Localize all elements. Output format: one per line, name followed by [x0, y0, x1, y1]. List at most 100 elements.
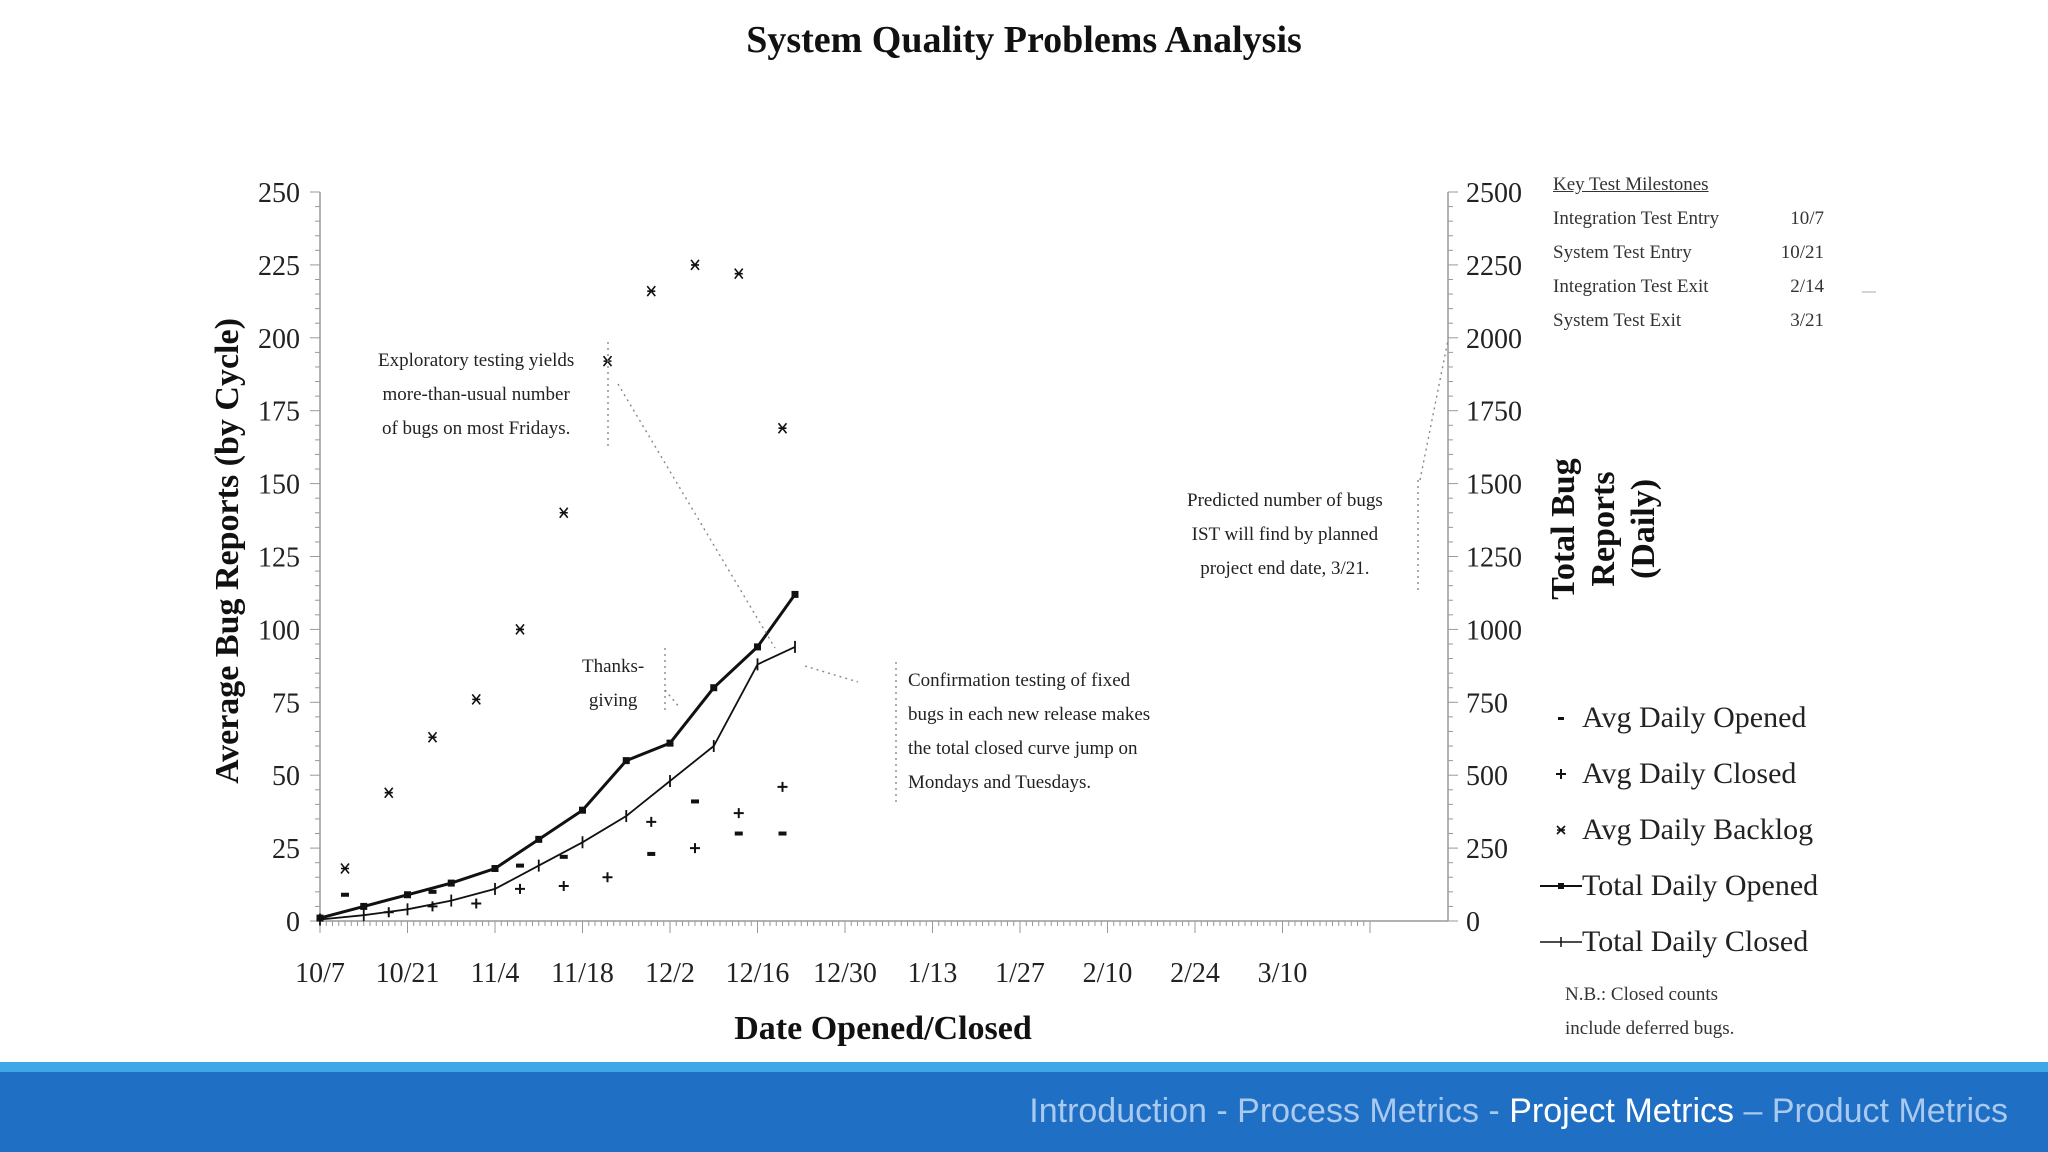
avg-daily-backlog-point: [777, 422, 788, 434]
key-test-milestones: Key Test Milestones Integration Test Ent…: [1553, 168, 1824, 338]
legend: Avg Daily Opened Avg Daily Closed Avg Da…: [1540, 690, 1818, 970]
annotation-exploratory: Exploratory testing yields more-than-usu…: [378, 350, 575, 439]
annotation-thanksgiving: Thanks- giving: [582, 656, 645, 711]
legend-item: Total Daily Closed: [1540, 914, 1818, 970]
x-tick-label: 12/2: [645, 958, 695, 989]
milestone-name: Integration Test Entry: [1553, 208, 1720, 229]
milestone-name: System Test Entry: [1553, 242, 1692, 263]
avg-daily-opened-point: [734, 831, 743, 836]
y-axis-right-title: Total Bug Reports (Daily): [1545, 458, 1662, 600]
y-left-tick-label: 175: [258, 397, 300, 428]
y-left-tick-label: 125: [258, 543, 300, 574]
milestone-row: Integration Test Exit 2/14: [1553, 270, 1824, 304]
total-daily-opened-point: [360, 902, 368, 910]
avg-daily-opened-point: [516, 863, 524, 868]
annotation-leader-line: [664, 689, 681, 709]
avg-daily-backlog-point: [427, 731, 438, 743]
x-tick-label: 11/4: [471, 958, 520, 989]
milestone-date: 3/21: [1790, 310, 1824, 331]
avg-daily-closed-point: [602, 872, 613, 883]
x-tick-label: 10/21: [376, 958, 440, 989]
milestone-name: Integration Test Exit: [1553, 276, 1709, 297]
total-daily-opened-point: [666, 739, 674, 747]
x-tick-label: 12/16: [726, 958, 790, 989]
milestone-row: System Test Exit 3/21: [1553, 304, 1824, 338]
milestone-date: 10/21: [1780, 242, 1824, 263]
total-daily-opened-point: [791, 590, 799, 598]
avg-daily-opened-point: [647, 851, 656, 856]
y-left-tick-label: 200: [258, 324, 300, 355]
milestone-date: 10/7: [1790, 208, 1824, 229]
avg-daily-closed-point: [733, 808, 744, 819]
series-line-total-daily-closed: [319, 646, 796, 921]
footer-accent-line: [0, 1062, 2048, 1072]
total-daily-opened-point: [404, 891, 411, 899]
footer-navigation: Introduction - Process Metrics - Project…: [1029, 1092, 2008, 1131]
annotation-confirmation: Confirmation testing of fixed bugs in ea…: [908, 670, 1151, 793]
y-left-tick-label: 250: [258, 178, 300, 209]
total-daily-opened-point: [491, 865, 499, 873]
total-daily-opened-point: [447, 879, 455, 887]
legend-dash-marker-icon: [1540, 708, 1582, 728]
y-right-tick-label: 750: [1466, 688, 1508, 719]
legend-item: Avg Daily Backlog: [1540, 802, 1818, 858]
y-left-tick-label: 225: [258, 251, 300, 282]
avg-daily-closed-point: [558, 881, 569, 892]
x-tick-label: 2/10: [1083, 958, 1133, 989]
y-left-tick-label: 100: [258, 615, 300, 646]
x-tick-label: 1/13: [908, 958, 958, 989]
legend-line-dot-marker-icon: [1540, 876, 1582, 896]
legend-plus-marker-icon: [1540, 764, 1582, 784]
avg-daily-backlog-point: [471, 693, 481, 705]
y-left-tick-label: 50: [272, 761, 300, 792]
milestone-row: System Test Entry 10/21: [1553, 236, 1824, 270]
avg-daily-closed-point: [646, 816, 657, 827]
avg-daily-backlog-point: [515, 623, 525, 635]
total-daily-opened-point: [622, 757, 630, 765]
avg-daily-backlog-point: [340, 863, 350, 875]
avg-daily-closed-point: [777, 781, 788, 792]
legend-item: Avg Daily Opened: [1540, 690, 1818, 746]
avg-daily-backlog-point: [384, 787, 394, 799]
milestone-row: Integration Test Entry 10/7: [1553, 202, 1824, 236]
footer-nav-item: – Product Metrics: [1734, 1092, 2008, 1130]
avg-daily-backlog-point: [646, 285, 656, 297]
avg-daily-opened-point: [428, 889, 437, 894]
total-daily-opened-point: [535, 835, 543, 843]
annotation-leader-line: [1419, 339, 1449, 481]
y-left-tick-label: 25: [272, 834, 300, 865]
annotation-leader-line: [804, 665, 859, 683]
legend-x-marker-icon: [1540, 820, 1582, 840]
x-tick-label: 12/30: [813, 958, 877, 989]
x-tick-label: 3/10: [1258, 958, 1308, 989]
y-right-tick-label: 500: [1466, 761, 1508, 792]
series-line-total-daily-opened: [319, 593, 797, 920]
legend-label: Avg Daily Closed: [1582, 757, 1797, 790]
x-tick-label: 1/27: [995, 958, 1045, 989]
x-axis-title: Date Opened/Closed: [734, 1010, 1032, 1047]
x-tick-label: 11/18: [551, 958, 614, 989]
avg-daily-backlog-point: [690, 259, 700, 271]
legend-line-plus-marker-icon: [1540, 932, 1582, 952]
closed-counts-note: N.B.: Closed counts include deferred bug…: [1565, 984, 1735, 1039]
avg-daily-opened-point: [691, 799, 699, 804]
avg-daily-backlog-point: [734, 268, 744, 280]
legend-label: Total Daily Opened: [1582, 869, 1819, 902]
footer-bar: Introduction - Process Metrics - Project…: [0, 1072, 2048, 1152]
legend-label: Avg Daily Backlog: [1582, 813, 1814, 846]
avg-daily-closed-point: [690, 843, 700, 854]
y-left-tick-label: 75: [272, 688, 300, 719]
avg-daily-backlog-point: [559, 507, 569, 519]
avg-daily-closed-point: [427, 901, 438, 912]
avg-daily-opened-point: [778, 831, 787, 836]
total-daily-opened-point: [710, 684, 718, 692]
milestones-header: Key Test Milestones: [1553, 174, 1709, 195]
x-tick-label: 10/7: [295, 958, 345, 989]
y-right-tick-label: 2000: [1466, 324, 1522, 355]
annotation-predicted: Predicted number of bugs IST will find b…: [1187, 490, 1383, 579]
avg-daily-opened-point: [341, 892, 349, 897]
legend-label: Total Daily Closed: [1582, 925, 1809, 958]
y-right-tick-label: 1250: [1466, 543, 1522, 574]
total-daily-opened-point: [579, 806, 586, 814]
